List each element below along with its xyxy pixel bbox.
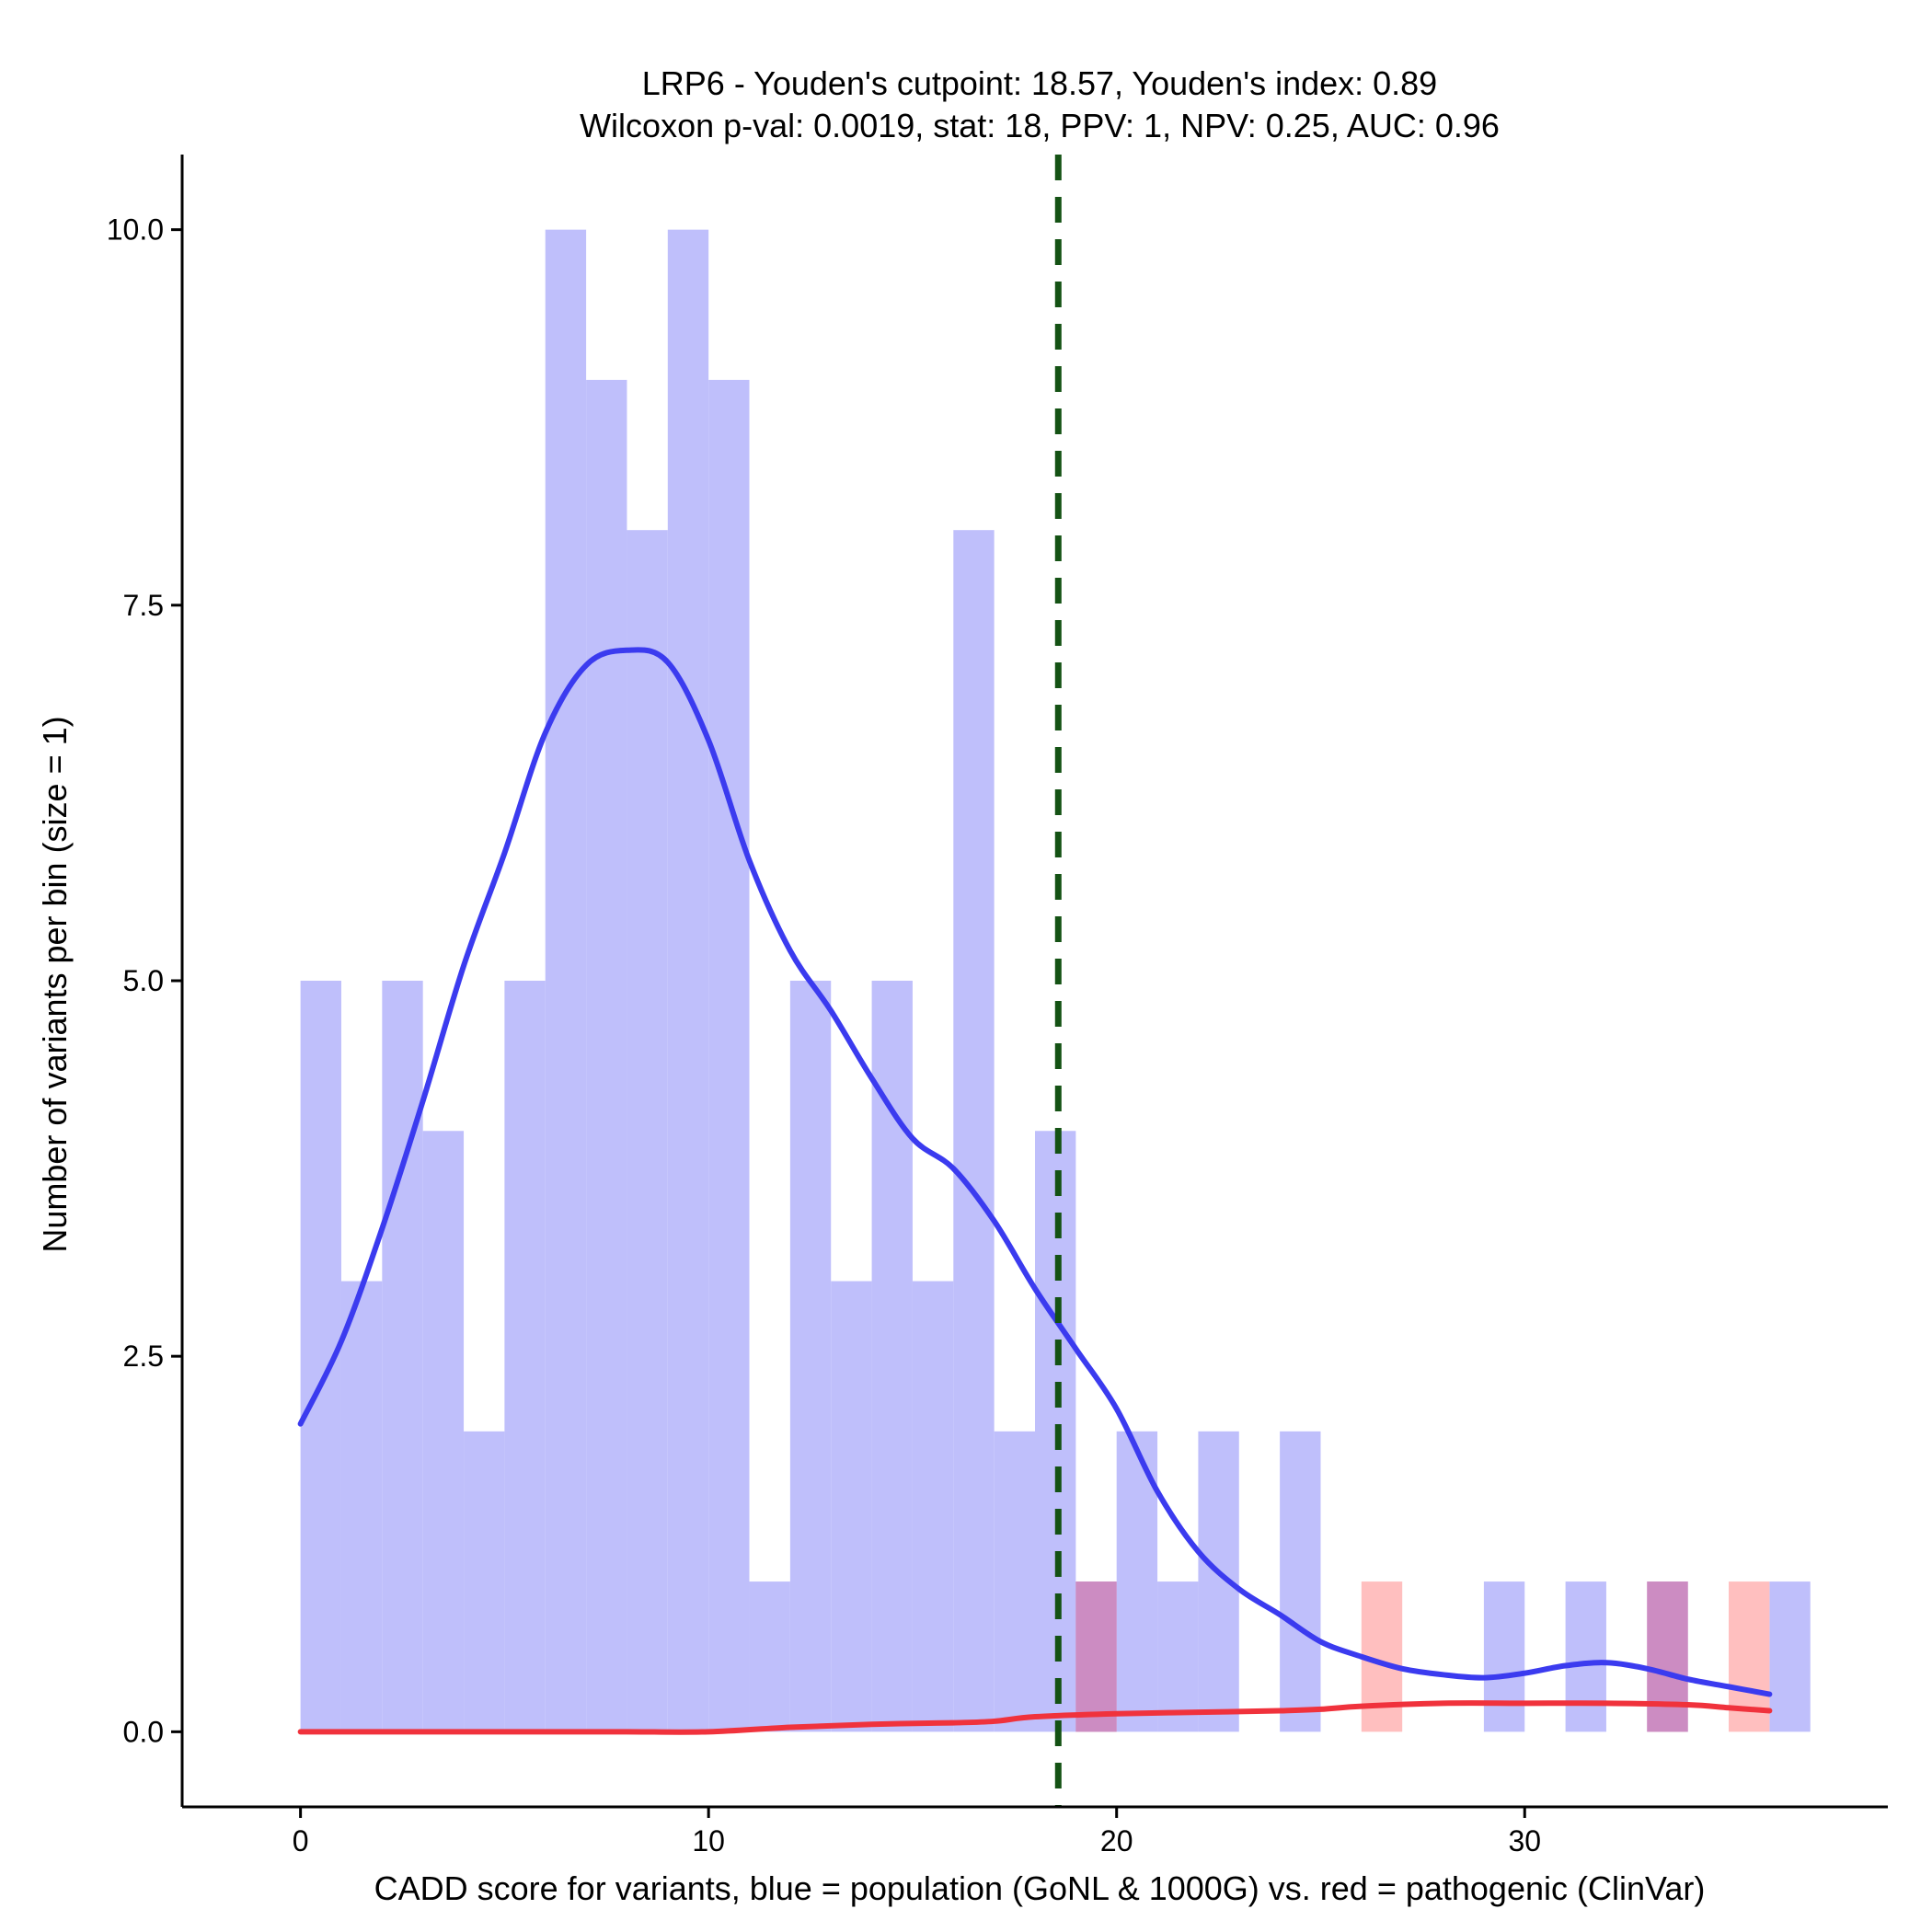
- population-bar-2: [382, 981, 423, 1732]
- y-tick-label: 7.5: [123, 589, 164, 622]
- population-bar-3: [422, 1131, 465, 1732]
- pathogenic-bar-33: [1647, 1581, 1688, 1732]
- population-bar-10: [708, 379, 750, 1732]
- pathogenic-bar-19: [1075, 1581, 1117, 1732]
- population-bar-1: [340, 1281, 383, 1732]
- chart-title-line-2: Wilcoxon p-val: 0.0019, stat: 18, PPV: 1…: [580, 107, 1500, 144]
- population-bar-21: [1157, 1581, 1199, 1732]
- density-curves: [297, 647, 1773, 1735]
- y-tick-label: 10.0: [107, 213, 164, 247]
- population-bar-16: [953, 530, 995, 1732]
- y-axis-title: Number of variants per bin (size = 1): [36, 716, 74, 1252]
- population-bar-5: [504, 981, 546, 1732]
- y-tick-label: 5.0: [123, 964, 164, 997]
- population-bar-15: [912, 1281, 954, 1732]
- population-bar-31: [1565, 1581, 1606, 1732]
- x-tick-label: 20: [1100, 1824, 1133, 1857]
- population-bar-36: [1769, 1581, 1811, 1732]
- y-tick-label: 0.0: [123, 1715, 164, 1748]
- population-bar-14: [871, 981, 913, 1732]
- population-bar-13: [831, 1281, 872, 1732]
- chart-title: LRP6 - Youden's cutpoint: 18.57, Youden'…: [580, 64, 1500, 144]
- x-tick-label: 30: [1508, 1824, 1541, 1857]
- x-tick-label: 0: [293, 1824, 309, 1857]
- population-bar-17: [994, 1431, 1035, 1732]
- population-bar-9: [667, 229, 709, 1732]
- population-bar-12: [789, 981, 832, 1732]
- population-bars: [300, 229, 1811, 1732]
- y-tick-label: 2.5: [123, 1340, 164, 1373]
- population-bar-29: [1483, 1581, 1525, 1732]
- pathogenic-density-line: [297, 1700, 1773, 1735]
- population-bar-7: [586, 379, 627, 1732]
- population-bar-11: [749, 1581, 790, 1732]
- population-bar-6: [545, 229, 587, 1732]
- y-axis-ticks: 0.0 2.5 5.0 7.5 10.0: [107, 213, 182, 1748]
- x-axis-title: CADD score for variants, blue = populati…: [374, 1869, 1706, 1907]
- population-bar-8: [627, 530, 668, 1732]
- x-tick-label: 10: [692, 1824, 725, 1857]
- chart-title-line-1: LRP6 - Youden's cutpoint: 18.57, Youden'…: [642, 64, 1437, 102]
- population-bar-4: [464, 1431, 505, 1732]
- x-axis-ticks: 0 10 20 30: [293, 1807, 1541, 1857]
- population-bar-24: [1280, 1431, 1321, 1732]
- population-density-line: [297, 647, 1773, 1697]
